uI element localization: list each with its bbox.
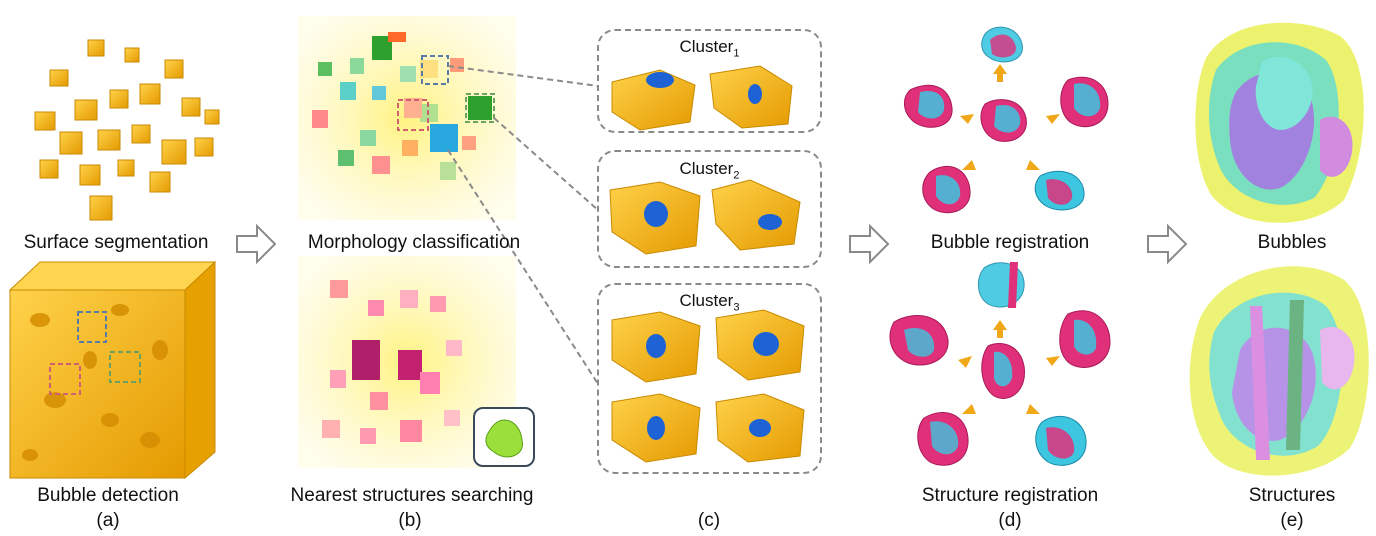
cluster-1-name: Cluster xyxy=(679,37,734,56)
cluster-2-name: Cluster xyxy=(679,159,734,178)
label-panel-b: (b) xyxy=(398,510,422,531)
cluster-3-index: 3 xyxy=(733,301,740,314)
cluster-1-title: Cluster1 xyxy=(599,37,820,59)
cluster-3-title: Cluster3 xyxy=(599,291,820,313)
label-nearest-structures-searching: Nearest structures searching xyxy=(290,485,534,506)
cluster-1-index: 1 xyxy=(733,47,740,60)
bubble-registration-figure xyxy=(904,26,1109,214)
process-arrow-icon xyxy=(236,223,1188,265)
label-bubbles: Bubbles xyxy=(1257,232,1327,253)
label-panel-d: (d) xyxy=(998,510,1022,531)
label-bubble-detection: Bubble detection xyxy=(37,485,179,506)
nearest-structures-volume xyxy=(298,256,535,468)
label-surface-segmentation: Surface segmentation xyxy=(23,232,209,253)
label-panel-c: (c) xyxy=(697,510,721,531)
label-structures: Structures xyxy=(1248,485,1336,506)
label-panel-e: (e) xyxy=(1280,510,1304,531)
label-panel-a: (a) xyxy=(96,510,120,531)
cluster-2-index: 2 xyxy=(733,169,740,182)
label-structure-registration: Structure registration xyxy=(921,485,1099,506)
cluster-3-name: Cluster xyxy=(679,291,734,310)
cluster-2-cubes xyxy=(609,179,801,255)
label-bubble-registration: Bubble registration xyxy=(930,232,1090,253)
label-morphology-classification: Morphology classification xyxy=(307,232,521,253)
cluster-1-box: Cluster1 xyxy=(597,29,822,133)
structures-overlay-figure xyxy=(1189,266,1369,476)
cluster-2-title: Cluster2 xyxy=(599,159,820,181)
cluster-3-cubes xyxy=(611,309,805,463)
cluster-2-box: Cluster2 xyxy=(597,150,822,268)
morphology-volume xyxy=(298,16,516,220)
bubbles-overlay-figure xyxy=(1195,22,1364,223)
cluster-connector-lines xyxy=(447,65,599,385)
cluster-1-cubes xyxy=(611,65,793,131)
structure-registration-figure xyxy=(889,262,1111,466)
surface-segmentation-cubes xyxy=(34,39,220,221)
cluster-3-box: Cluster3 xyxy=(597,283,822,474)
bubble-detection-cube xyxy=(8,260,217,480)
